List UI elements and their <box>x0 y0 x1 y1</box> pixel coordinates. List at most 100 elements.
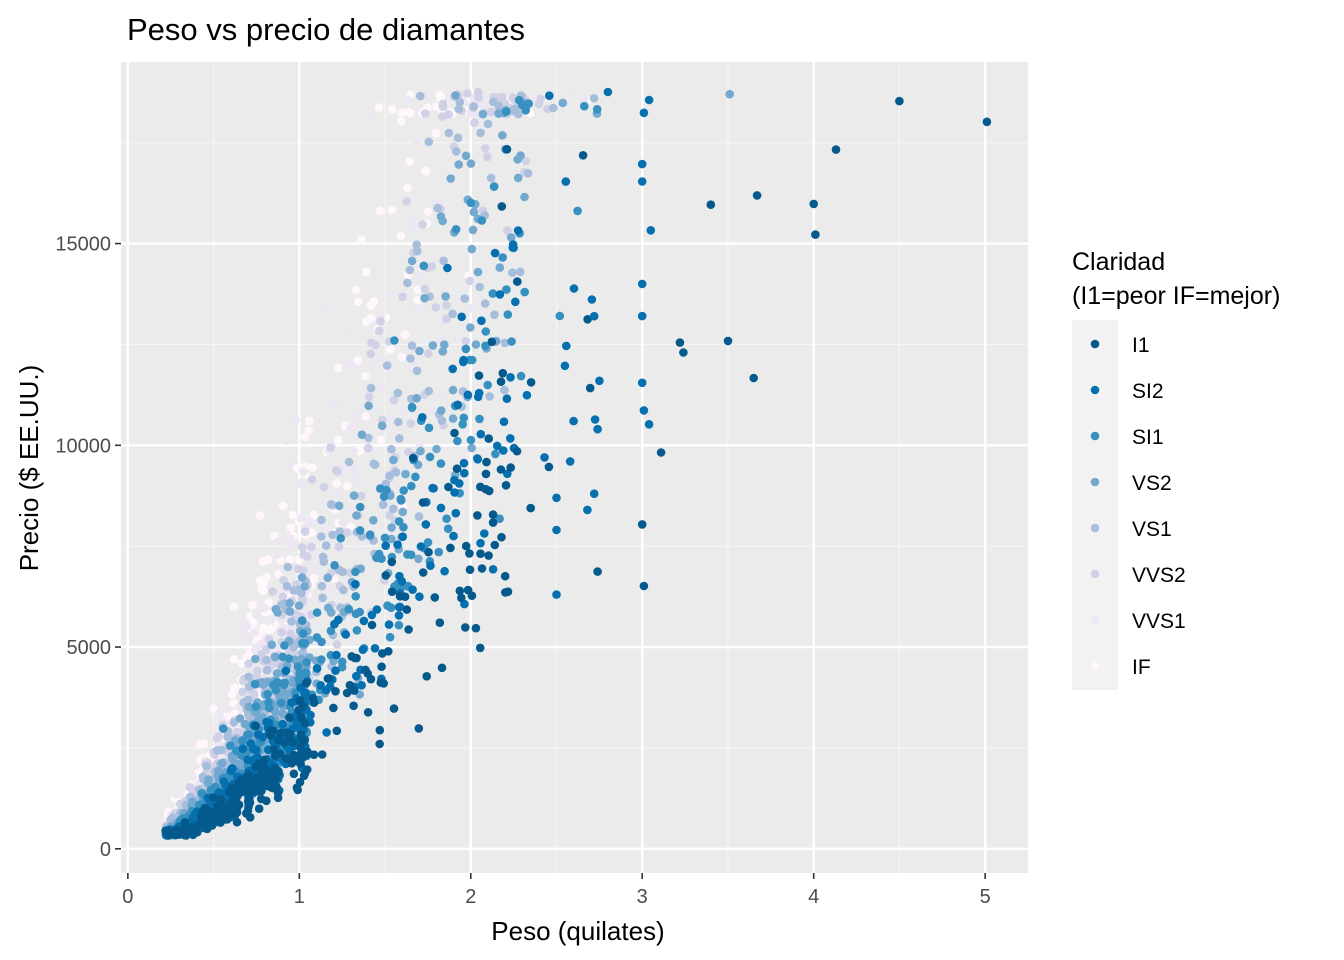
data-point <box>387 523 396 532</box>
data-point <box>503 310 513 319</box>
data-point <box>389 704 399 713</box>
data-point <box>749 373 758 383</box>
data-point <box>389 455 398 465</box>
data-point <box>590 415 600 424</box>
data-point <box>560 361 570 371</box>
data-point <box>488 510 498 519</box>
data-point <box>521 106 530 115</box>
minor-gridlines <box>121 62 1028 873</box>
data-point <box>387 587 397 596</box>
data-point <box>278 592 288 601</box>
data-point <box>513 226 523 235</box>
data-point <box>549 103 558 113</box>
data-point <box>389 395 399 405</box>
data-point <box>329 703 338 713</box>
data-point <box>297 573 307 582</box>
data-point <box>526 378 536 387</box>
data-point <box>394 611 404 620</box>
data-point <box>679 348 688 357</box>
data-point <box>369 516 378 525</box>
data-point <box>444 128 454 138</box>
data-point <box>442 301 451 310</box>
data-point <box>302 678 311 688</box>
data-point <box>280 678 289 687</box>
data-point <box>232 817 242 827</box>
data-point <box>489 182 499 191</box>
data-point <box>262 665 272 675</box>
data-point <box>355 502 365 512</box>
data-point <box>637 177 647 186</box>
data-point <box>448 364 458 374</box>
data-point <box>267 640 277 649</box>
data-point <box>171 828 181 837</box>
data-point <box>321 685 331 695</box>
data-point <box>239 628 249 637</box>
data-point <box>298 467 308 476</box>
data-point <box>281 666 291 676</box>
data-point <box>406 108 415 118</box>
data-point <box>427 262 437 271</box>
data-point <box>438 391 448 401</box>
data-point <box>364 433 373 443</box>
data-point <box>506 434 515 443</box>
data-point <box>361 411 370 421</box>
data-point <box>342 528 352 537</box>
data-point <box>336 533 346 543</box>
data-point <box>279 738 289 747</box>
data-point <box>246 739 255 748</box>
data-point <box>244 702 254 712</box>
data-point <box>223 802 232 812</box>
data-point <box>318 593 327 603</box>
data-point <box>811 230 820 239</box>
data-point <box>225 741 235 750</box>
data-point <box>259 603 269 613</box>
data-point <box>486 107 496 117</box>
data-point <box>442 314 451 324</box>
data-point <box>245 813 255 822</box>
data-point <box>366 674 376 684</box>
data-point <box>277 628 286 637</box>
data-point <box>267 614 277 624</box>
data-point <box>343 482 352 491</box>
data-point <box>358 645 368 654</box>
data-point <box>371 340 380 350</box>
data-point <box>364 443 373 453</box>
data-point <box>270 652 280 661</box>
data-point <box>338 518 348 527</box>
data-point <box>489 97 498 107</box>
data-point <box>365 109 375 118</box>
data-point <box>583 315 592 324</box>
data-point <box>448 385 458 395</box>
data-point <box>637 279 647 289</box>
data-point <box>372 267 381 277</box>
chart-title: Peso vs precio de diamantes <box>127 12 525 47</box>
data-point <box>357 430 367 440</box>
data-point <box>245 634 254 644</box>
data-point <box>387 290 397 299</box>
data-point <box>424 423 434 433</box>
data-point <box>352 653 361 663</box>
x-axis: 0 1 2 3 4 5 <box>122 873 991 908</box>
data-point <box>396 494 406 504</box>
data-point <box>398 292 408 302</box>
data-points <box>161 87 992 840</box>
data-point <box>451 225 461 234</box>
data-point <box>234 800 243 809</box>
data-point <box>480 144 490 153</box>
data-point <box>388 105 397 114</box>
data-point <box>448 309 458 319</box>
x-tick-label: 3 <box>637 886 648 908</box>
data-point <box>501 107 511 116</box>
data-point <box>466 435 476 445</box>
data-point <box>385 471 394 480</box>
data-point <box>452 147 461 156</box>
data-point <box>406 354 415 363</box>
data-point <box>523 169 533 178</box>
data-point <box>434 547 444 557</box>
data-point <box>254 804 264 813</box>
data-point <box>416 446 425 456</box>
data-point <box>285 598 294 608</box>
data-point <box>451 508 461 518</box>
data-point <box>238 744 248 753</box>
data-point <box>433 203 442 213</box>
